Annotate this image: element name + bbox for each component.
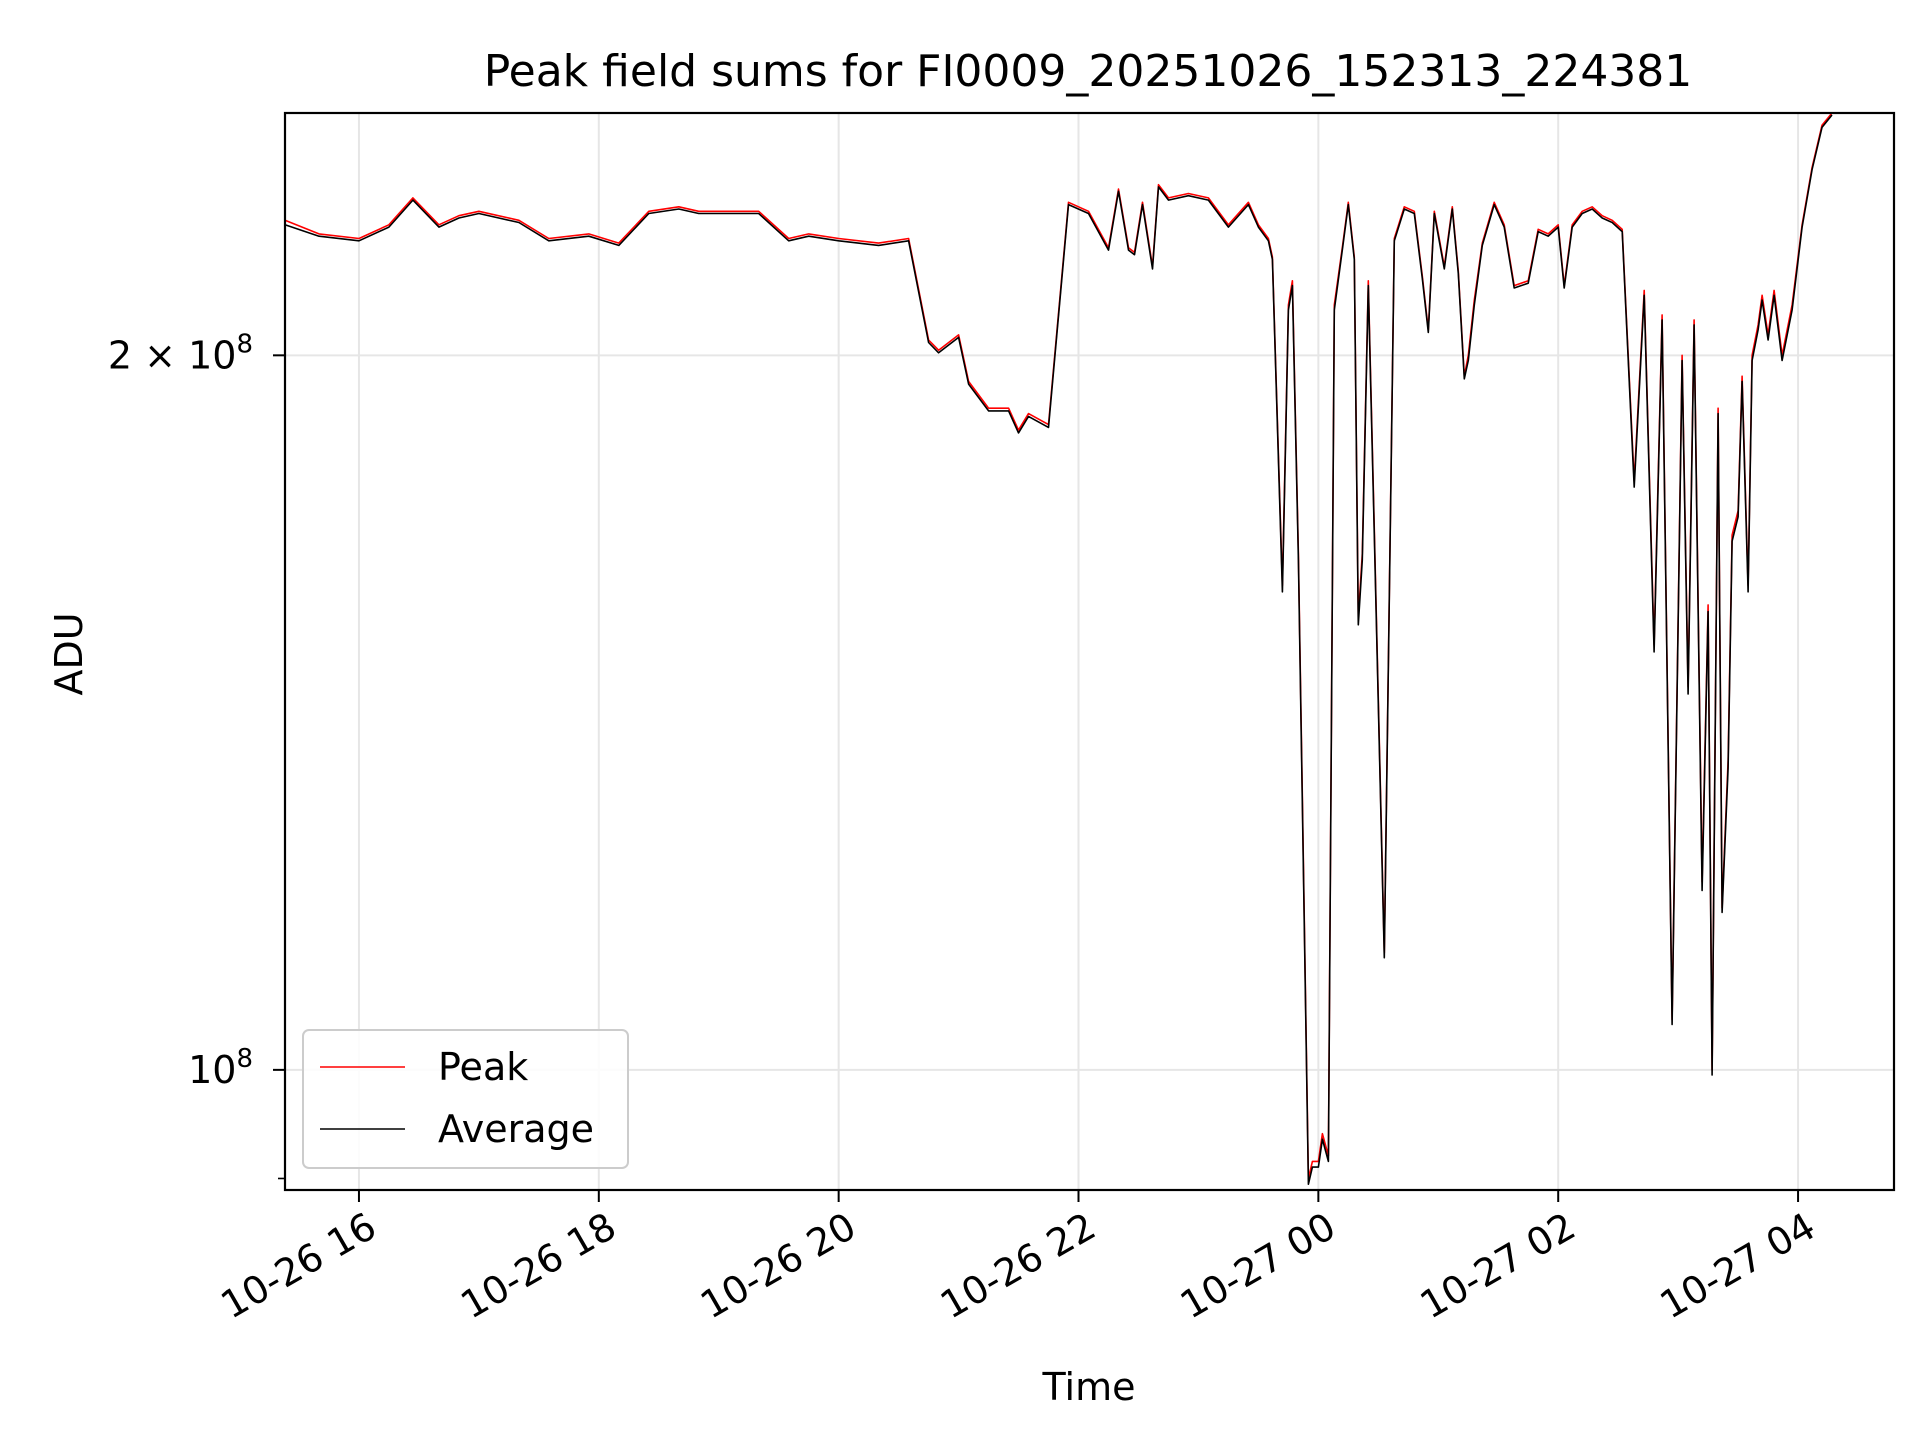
- chart-title: Peak field sums for FI0009_20251026_1523…: [484, 46, 1693, 97]
- y-axis-label: ADU: [47, 612, 91, 695]
- plot-area-frame: [283, 111, 1896, 1192]
- x-axis-label: Time: [1042, 1365, 1136, 1409]
- y-tick-label-exponent: 8: [236, 329, 253, 359]
- y-tick-label: 108: [188, 1044, 253, 1092]
- y-tick-label-base: 10: [188, 1048, 236, 1092]
- series-layer: [284, 112, 1833, 1185]
- series-line-average: [284, 114, 1833, 1185]
- y-tick-label-exponent: 8: [236, 1044, 253, 1074]
- y-tick-label: 2 × 108: [108, 329, 253, 377]
- legend-label-average: Average: [438, 1107, 594, 1151]
- legend-frame: [302, 1029, 629, 1169]
- legend-label-peak: Peak: [438, 1045, 528, 1089]
- y-tick-label-base: 2 × 10: [108, 333, 237, 377]
- grid: [285, 113, 1894, 1190]
- legend: Peak Average: [302, 1029, 629, 1169]
